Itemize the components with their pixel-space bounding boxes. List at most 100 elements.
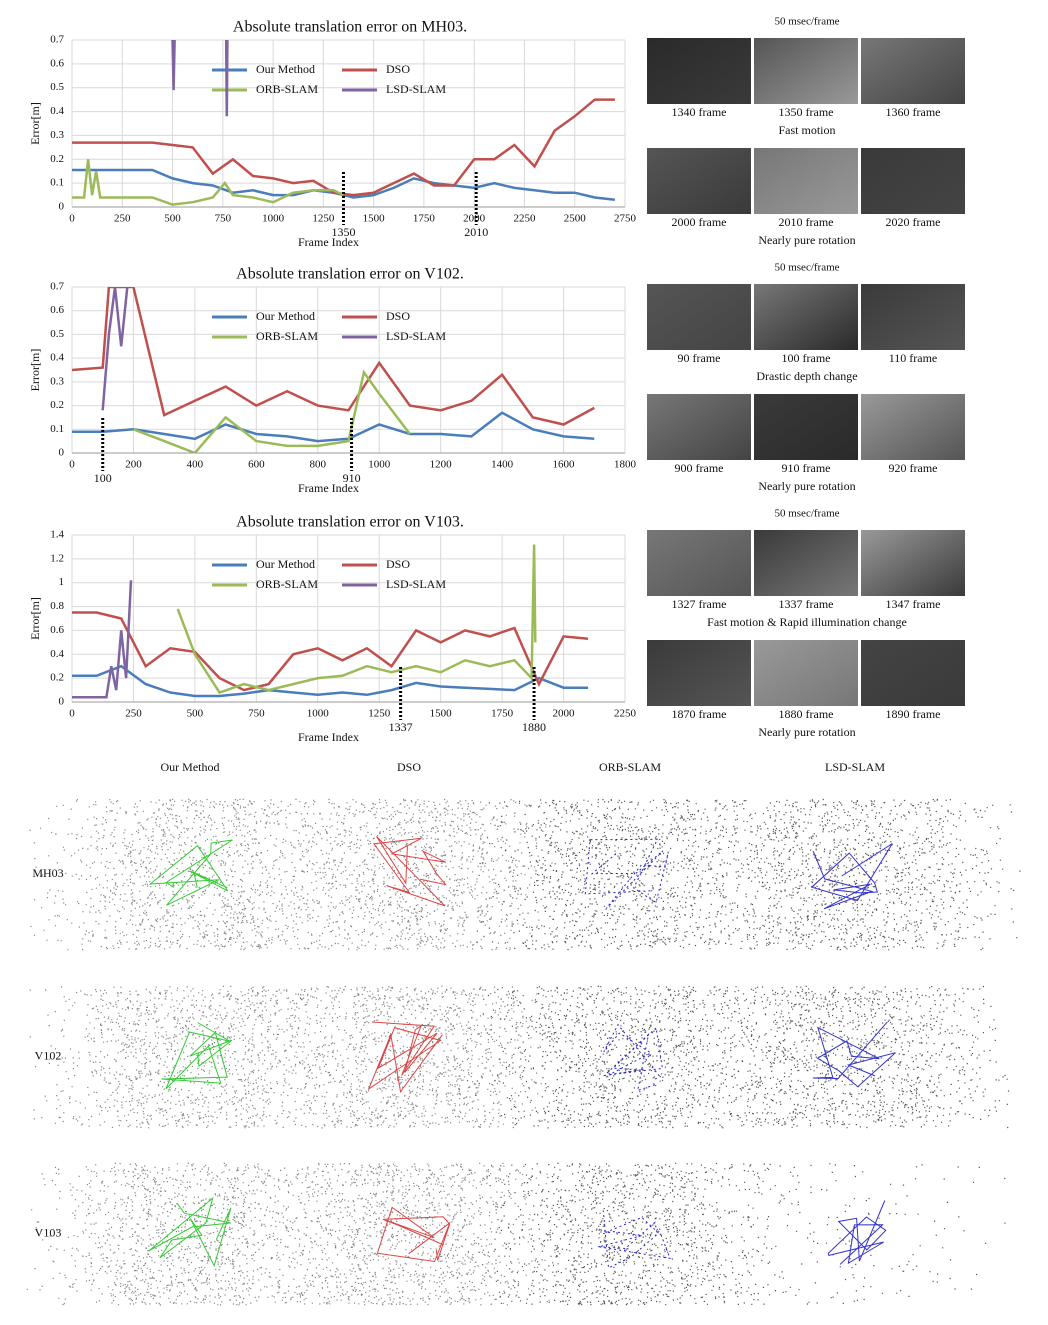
frame-image [754,640,858,706]
frame-image [754,530,858,596]
trajectory [372,836,447,907]
legend-label: DSO [386,62,410,76]
trajectory [603,1023,663,1092]
x-tick-label: 1000 [368,459,391,471]
frame-rate: 50 msec/frame [774,262,839,274]
point-cloud [701,798,1021,951]
y-tick-label: 0.7 [50,34,64,46]
row-label: Nearly pure rotation [758,725,855,739]
y-tick-label: 0.2 [50,672,64,684]
y-axis-label: Error[m] [28,349,42,392]
y-tick-label: 0.4 [50,648,64,660]
chart-title: Absolute translation error on V103. [236,514,464,531]
point-cloud [253,798,565,951]
y-tick-label: 0.6 [50,304,64,316]
chart-title: Absolute translation error on MH03. [233,19,467,36]
series-line [132,369,411,453]
series-line [72,411,595,443]
point-cloud [715,1163,1006,1305]
x-axis-label: Frame Index [298,481,359,495]
x-tick-label: 1750 [413,213,436,225]
series-line [72,580,133,699]
frame-image [754,284,858,350]
frame-caption: 1870 frame [672,707,727,721]
legend-label: Our Method [256,309,315,323]
frame-image [647,394,751,460]
frame-caption: 1337 frame [779,597,834,611]
row-label: Fast motion [778,123,835,137]
point-cloud [29,798,345,951]
trajectory [161,1022,233,1090]
frame-image [647,38,751,104]
x-tick-label: 0 [69,708,75,720]
frame-caption: 110 frame [889,351,938,365]
y-tick-label: 0 [59,201,65,213]
frame-image [861,640,965,706]
row-label: Nearly pure rotation [758,233,855,247]
y-tick-label: 0.2 [50,153,64,165]
annotation-label: 910 [343,471,361,485]
x-axis-label: Frame Index [298,235,359,249]
frame-caption: 2000 frame [672,215,727,229]
trajectory [597,1210,671,1269]
y-axis-label: Error[m] [28,102,42,145]
x-tick-label: 0 [69,213,75,225]
frame-caption: 900 frame [675,461,724,475]
frame-caption: 1360 frame [886,105,941,119]
x-tick-label: 400 [187,459,204,471]
x-tick-label: 2750 [614,213,637,225]
trajectory [148,839,233,906]
frame-image [647,284,751,350]
trajectory [810,843,893,910]
trajectory [367,1021,443,1094]
y-tick-label: 0.4 [50,105,64,117]
trajectory [812,1021,896,1088]
x-tick-label: 500 [164,213,181,225]
frame-caption: 920 frame [889,461,938,475]
x-tick-label: 1750 [491,708,514,720]
annotation-label: 2010 [464,225,488,239]
x-tick-label: 1500 [430,708,453,720]
frame-caption: 1890 frame [886,707,941,721]
point-cloud [253,1162,563,1306]
x-tick-label: 2250 [614,708,637,720]
frame-caption: 1347 frame [886,597,941,611]
legend-label: ORB-SLAM [256,82,318,96]
frame-image [754,394,858,460]
annotation-label: 100 [94,471,112,485]
series-line [72,287,595,426]
frame-image [861,284,965,350]
y-tick-label: 0.5 [50,81,64,93]
series-line [72,159,345,206]
point-cloud [255,985,562,1129]
x-tick-label: 200 [125,459,142,471]
y-tick-label: 0.5 [50,328,64,340]
annotation-label: 1337 [389,720,413,734]
x-tick-label: 600 [248,459,265,471]
y-tick-label: 0.3 [50,375,64,387]
y-axis-label: Error[m] [28,597,42,640]
x-tick-label: 1600 [553,459,576,471]
legend-label: Our Method [256,557,315,571]
legend-label: DSO [386,557,410,571]
trajectory [376,1206,451,1263]
column-label: ORB-SLAM [599,760,661,774]
y-tick-label: 0 [59,696,65,708]
y-tick-label: 1.2 [50,552,64,564]
x-tick-label: 2250 [513,213,536,225]
row-label: V102 [35,1048,62,1062]
frame-caption: 1340 frame [672,105,727,119]
y-tick-label: 0.6 [50,57,64,69]
x-tick-label: 2000 [463,213,486,225]
series-line [171,40,229,117]
frame-rate: 50 msec/frame [774,16,839,28]
series-line [72,664,589,698]
frame-image [754,38,858,104]
annotation-label: 1350 [331,225,355,239]
x-tick-label: 2000 [553,708,576,720]
legend-label: LSD-SLAM [386,329,446,343]
row-label: V103 [35,1225,62,1239]
x-tick-label: 1250 [368,708,391,720]
trajectory [584,838,669,909]
y-tick-label: 1 [59,576,65,588]
